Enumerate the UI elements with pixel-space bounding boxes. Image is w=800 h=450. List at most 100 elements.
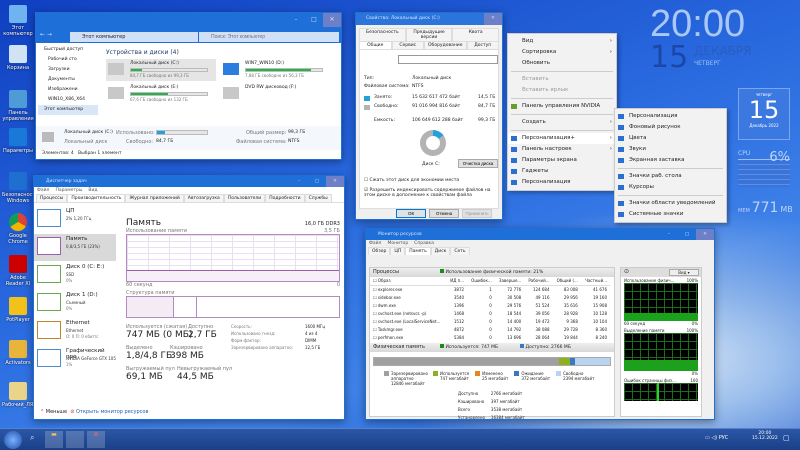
column-header[interactable]: Ошибок... bbox=[471, 278, 492, 284]
properties-titlebar[interactable]: Свойства: Локальный диск (C:) ✕ bbox=[356, 13, 502, 25]
row-checkbox[interactable]: ☐ bbox=[373, 294, 378, 300]
group-header[interactable]: Устройства и диски (4) bbox=[106, 49, 179, 56]
menu-0[interactable]: Файл bbox=[369, 241, 382, 246]
table-row[interactable]: ☐ dwm.exe 1396 0 29 576 51 524 35 616 15 908 bbox=[373, 302, 607, 308]
physical-memory-section-header[interactable]: Физическая память Используется: 747 МБ Д… bbox=[370, 343, 614, 352]
nav-downloads[interactable]: Загрузки bbox=[48, 67, 70, 72]
menu-item-5[interactable]: Панель управления NVIDIA bbox=[508, 101, 616, 112]
address-bar[interactable]: Этот компьютер bbox=[70, 32, 198, 42]
menu-item-0[interactable]: Вид › bbox=[508, 36, 616, 47]
tab-1[interactable]: Предыдущие версии bbox=[405, 28, 453, 41]
taskbar-resmon[interactable]: ⊘ bbox=[87, 431, 105, 448]
column-header[interactable]: Заверше... bbox=[498, 278, 522, 284]
search-icon[interactable]: ⌕ bbox=[30, 433, 35, 442]
desktop-icon-activators[interactable]: Activators bbox=[2, 340, 34, 366]
compress-checkbox[interactable]: ☐ Сжать этот диск для экономии места bbox=[364, 178, 460, 183]
row-checkbox[interactable]: ☐ bbox=[373, 326, 378, 332]
submenu-item-0[interactable]: Персонализация bbox=[615, 111, 726, 122]
tab-0[interactable]: Процессы bbox=[36, 194, 68, 202]
perf-item-2[interactable]: Диск 0 (C: E:) SSD 0% bbox=[34, 262, 116, 289]
tab-6[interactable]: Доступ bbox=[466, 41, 499, 49]
tab-2[interactable]: Память bbox=[405, 247, 431, 255]
nav-desktop[interactable]: Рабочий сто bbox=[48, 57, 77, 62]
tab-2[interactable]: Журнал приложений bbox=[125, 194, 184, 202]
tab-1[interactable]: ЦП bbox=[390, 247, 406, 255]
menu-item-7[interactable]: Персонализация+ › bbox=[508, 133, 616, 144]
menu-item-8[interactable]: Панель настроек › bbox=[508, 144, 616, 155]
taskbar-taskmgr[interactable] bbox=[66, 431, 84, 448]
nav-quick-access[interactable]: Быстрый доступ bbox=[44, 47, 84, 52]
desktop-icon-computer[interactable]: Этот компьютер bbox=[2, 5, 34, 37]
minimize-button[interactable]: – bbox=[297, 179, 301, 184]
fewer-details-button[interactable]: ⌃ Меньше bbox=[40, 409, 68, 415]
column-header[interactable]: Общий (... bbox=[556, 278, 578, 284]
processes-section-header[interactable]: Процессы Использование физической памяти… bbox=[370, 268, 614, 277]
cancel-button[interactable]: Отмена bbox=[429, 209, 459, 218]
perf-item-1[interactable]: Память 0,8/3,5 ГБ (23%) bbox=[34, 234, 116, 261]
ok-button[interactable]: ОК bbox=[396, 209, 426, 218]
desktop-icon-security[interactable]: Безопасность Windows bbox=[2, 172, 38, 204]
disk-cleanup-button[interactable]: Очистка диска bbox=[458, 159, 498, 168]
explorer-titlebar[interactable]: – □ ✕ bbox=[36, 13, 341, 31]
row-checkbox[interactable]: ☐ bbox=[373, 318, 378, 324]
table-row[interactable]: ☐ perfmon.exe 5384 0 13 696 28 064 19 844 8 24… bbox=[373, 334, 607, 340]
submenu-item-7[interactable]: Значки области уведомлений bbox=[615, 198, 726, 209]
row-checkbox[interactable]: ☐ bbox=[373, 310, 378, 316]
perf-item-3[interactable]: Диск 1 (D:) Съемный 0% bbox=[34, 290, 116, 317]
menu-2[interactable]: Вид bbox=[88, 188, 98, 193]
desktop-icon-folder[interactable]: Рабочий_ЛЯХ bbox=[2, 382, 37, 408]
taskmgr-titlebar[interactable]: Диспетчер задач – □ ✕ bbox=[34, 176, 344, 187]
notifications-icon[interactable]: ▢ bbox=[783, 434, 790, 442]
menu-item-4[interactable]: Вставить ярлык bbox=[522, 87, 569, 93]
menu-0[interactable]: Файл bbox=[37, 188, 50, 193]
drive-item[interactable]: DVD RW дисковод (F:) bbox=[221, 83, 331, 105]
menu-2[interactable]: Справка bbox=[414, 241, 434, 246]
tab-4[interactable]: Сервис bbox=[391, 41, 424, 49]
submenu-item-3[interactable]: Звуки bbox=[615, 144, 726, 155]
table-row[interactable]: ☐ explorer.exe 3872 1 72 776 124 684 83 008 41… bbox=[373, 286, 607, 292]
back-icon[interactable]: ← → bbox=[40, 31, 52, 38]
expand-icon[interactable]: ⊙ bbox=[624, 268, 630, 275]
submenu-item-8[interactable]: Системные значки bbox=[615, 209, 726, 220]
tab-0[interactable]: Безопасность bbox=[359, 28, 406, 41]
table-row[interactable]: ☐ sidebar.exe 3540 0 30 508 49 116 29 956 19 1… bbox=[373, 294, 607, 300]
row-checkbox[interactable]: ☐ bbox=[373, 286, 378, 292]
tab-5[interactable]: Оборудование bbox=[424, 41, 467, 49]
search-input[interactable] bbox=[199, 32, 339, 42]
menu-item-10[interactable]: Гаджеты bbox=[508, 166, 616, 177]
volume-icon[interactable]: ◁) bbox=[711, 435, 718, 441]
menu-1[interactable]: Монитор bbox=[387, 241, 409, 246]
nav-this-pc[interactable]: Этот компьютер bbox=[38, 105, 98, 115]
desktop-icon-potplayer[interactable]: PotPlayer bbox=[2, 297, 34, 323]
tab-3[interactable]: Общие bbox=[359, 41, 392, 49]
resmon-titlebar[interactable]: Монитор ресурсов – □ ✕ bbox=[366, 229, 714, 240]
column-header[interactable]: Рабочий... bbox=[528, 278, 550, 284]
drive-item[interactable]: Локальный диск (E:) 67,6 ГБ свободно из 1… bbox=[106, 83, 216, 105]
tab-1[interactable]: Производительность bbox=[67, 194, 126, 202]
column-header[interactable]: ИД п... bbox=[450, 278, 465, 284]
menu-item-2[interactable]: Обновить bbox=[522, 60, 550, 66]
tab-2[interactable]: Квота bbox=[452, 28, 500, 41]
tab-4[interactable]: Пользователи bbox=[223, 194, 266, 202]
close-button[interactable]: ✕ bbox=[484, 13, 502, 25]
menu-item-9[interactable]: Параметры экрана bbox=[508, 155, 616, 166]
tab-3[interactable]: Диск bbox=[430, 247, 451, 255]
menu-item-1[interactable]: Сортировка › bbox=[508, 47, 616, 58]
desktop-icon-settings[interactable]: Параметры bbox=[2, 128, 34, 154]
view-dropdown[interactable]: Вид ▾ bbox=[669, 269, 699, 276]
menu-1[interactable]: Параметры bbox=[55, 188, 83, 193]
minimize-button[interactable]: – bbox=[667, 232, 671, 237]
network-icon[interactable]: ▭ bbox=[705, 435, 710, 441]
language-indicator[interactable]: РУС bbox=[718, 435, 729, 441]
menu-item-6[interactable]: Создать › bbox=[508, 117, 616, 128]
column-header[interactable]: ☐ Образ bbox=[373, 278, 391, 284]
row-checkbox[interactable]: ☐ bbox=[373, 334, 378, 340]
desktop-icon-adobe[interactable]: Adobe Reader XI bbox=[2, 255, 34, 287]
tab-4[interactable]: Сеть bbox=[450, 247, 470, 255]
tab-5[interactable]: Подробности bbox=[265, 194, 305, 202]
apply-button[interactable]: Применить bbox=[462, 209, 492, 218]
perf-item-4[interactable]: Ethernet Ethernet О: 0 П: 0 кбит/с bbox=[34, 318, 116, 345]
start-button[interactable] bbox=[4, 431, 22, 449]
perf-item-5[interactable]: Графический про NVIDIA GeForce GTX 105 1% bbox=[34, 346, 116, 373]
table-row[interactable]: ☐ Taskmgr.exe 4872 0 14 792 38 088 29 728 8 36… bbox=[373, 326, 607, 332]
